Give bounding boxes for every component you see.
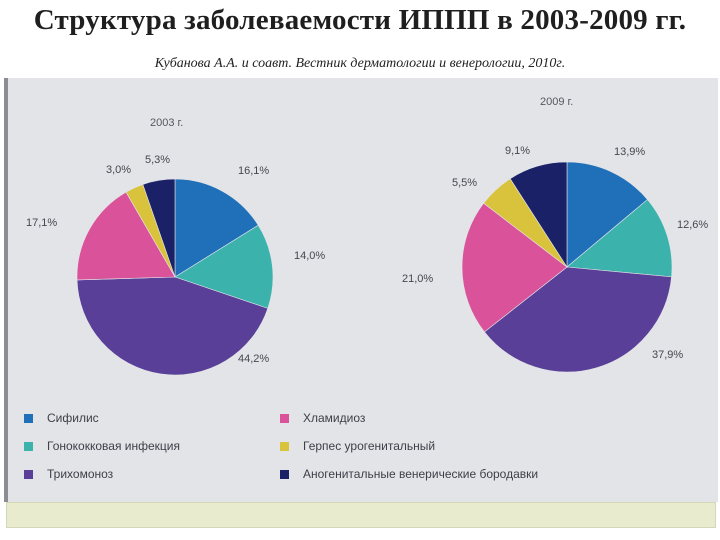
legend-item: Гонококковая инфекция [24, 438, 180, 454]
pie-2003-slice-1 [174, 224, 274, 309]
pie-2003-title: 2003 г. [150, 117, 183, 129]
legend-label: Аногенитальные венерические бородавки [303, 467, 539, 481]
legend: Сифилис Хламидиоз Гонококковая инфекция Гер… [24, 410, 664, 494]
pie-2003-label-1: 14,0% [294, 250, 325, 262]
legend-label: Хламидиоз [303, 411, 366, 425]
legend-label: Сифилис [47, 411, 99, 425]
legend-swatch [280, 413, 289, 423]
legend-swatch [280, 469, 289, 479]
legend-item: Хламидиоз [280, 410, 365, 426]
legend-label: Трихомоноз [47, 467, 114, 481]
chart-photo-bottom-strip [6, 502, 716, 528]
pie-2009-title: 2009 г. [540, 96, 573, 108]
pie-2003-label-2: 44,2% [238, 353, 269, 365]
legend-label: Гонококковая инфекция [47, 439, 180, 453]
legend-item: Сифилис [24, 410, 99, 426]
legend-swatch [24, 413, 33, 423]
legend-swatch [24, 469, 33, 479]
legend-item: Аногенитальные венерические бородавки [280, 466, 538, 482]
pie-2003: 16,1% 14,0% 44,2% 17,1% 3,0% 5,3% [26, 154, 325, 376]
legend-swatch [280, 441, 289, 451]
pie-2003-slice-3 [76, 191, 176, 281]
legend-label: Герпес урогенитальный [303, 439, 436, 453]
legend-swatch [24, 441, 33, 451]
pie-2009-label-0: 13,9% [614, 146, 645, 158]
pie-2009-slice-1 [566, 199, 673, 278]
pie-2009-slice-3 [461, 202, 568, 333]
pie-2009-label-5: 9,1% [505, 145, 530, 157]
slide-title: Структура заболеваемости ИППП в 2003-200… [33, 4, 687, 36]
pie-2009-label-3: 21,0% [402, 273, 433, 285]
pie-2009-label-4: 5,5% [452, 177, 477, 189]
pie-2003-slice-2 [76, 276, 269, 376]
pie-2003-label-4: 3,0% [106, 164, 131, 176]
pie-2003-slice-0 [174, 178, 259, 278]
pie-2003-label-0: 16,1% [238, 165, 269, 177]
pie-2009: 13,9% 12,6% 37,9% 21,0% 5,5% 9,1% [402, 145, 708, 373]
legend-item: Трихомоноз [24, 466, 113, 482]
legend-item: Герпес урогенитальный [280, 438, 435, 454]
slide-subtitle: Кубанова А.А. и соавт. Вестник дерматоло… [154, 56, 566, 71]
pie-2009-label-1: 12,6% [677, 219, 708, 231]
pie-2003-label-3: 17,1% [26, 217, 57, 229]
pie-2009-slice-2 [484, 266, 672, 373]
pie-2003-slice-5 [142, 178, 176, 278]
pie-2009-label-2: 37,9% [652, 349, 683, 361]
pie-2003-label-5: 5,3% [145, 154, 170, 166]
pie-2009-slice-0 [566, 161, 648, 268]
pie-2009-slice-5 [509, 161, 568, 269]
